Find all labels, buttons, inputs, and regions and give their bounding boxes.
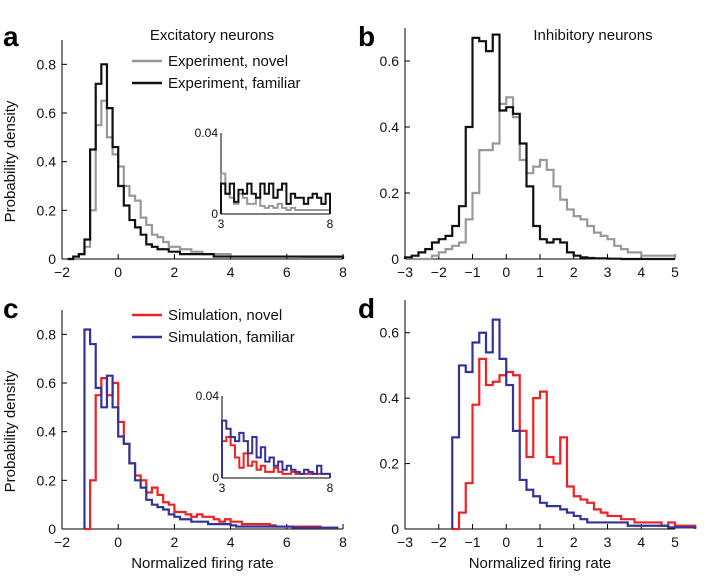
inset-x-tick-label: 8: [327, 217, 334, 231]
y-tick-label: 0: [48, 251, 56, 267]
panel-title: Excitatory neurons: [150, 27, 274, 44]
x-tick-label: −1: [465, 534, 481, 550]
x-tick-label: 4: [227, 264, 235, 280]
x-tick-label: 3: [604, 534, 612, 550]
y-tick-label: 0.6: [37, 105, 57, 121]
x-tick-label: 6: [283, 264, 291, 280]
inset-x-tick-label: 8: [327, 481, 334, 495]
series-line: [451, 318, 697, 529]
inset: 0 0.04 3 8: [195, 126, 334, 231]
series-line: [67, 99, 345, 261]
x-tick-label: 0: [114, 264, 122, 280]
y-tick-label: 0.2: [37, 202, 57, 218]
y-tick-label: 0.4: [37, 154, 57, 170]
series-line: [405, 96, 677, 261]
inset-series-line: [221, 419, 331, 478]
x-tick-label: −1: [465, 264, 481, 280]
panel-letter: c: [3, 293, 19, 324]
x-tick-label: 4: [637, 264, 645, 280]
x-tick-label: 4: [637, 534, 645, 550]
y-tick-label: 0.4: [380, 390, 400, 406]
inset-y-tick-label: 0.04: [196, 389, 220, 403]
x-tick-label: −2: [431, 264, 447, 280]
x-tick-label: 0: [502, 534, 510, 550]
x-tick-label: 2: [570, 264, 578, 280]
x-tick-label: −2: [54, 264, 70, 280]
legend-label: Experiment, novel: [168, 53, 288, 70]
y-tick-label: 0.6: [37, 375, 57, 391]
y-tick-label: 0.8: [37, 326, 57, 342]
panel-letter: b: [358, 21, 375, 52]
legend-label: Simulation, familiar: [168, 329, 295, 346]
y-tick-label: 0.4: [37, 424, 57, 440]
y-tick-label: 0: [391, 251, 399, 267]
x-tick-label: −3: [397, 264, 413, 280]
inset: 0 0.04 3 8: [196, 389, 334, 495]
series-line: [83, 328, 339, 529]
x-tick-label: −2: [54, 534, 70, 550]
y-axis-title: Probability density: [2, 370, 19, 492]
y-tick-label: 0.6: [380, 325, 400, 341]
legend-label: Experiment, familiar: [168, 75, 301, 92]
x-tick-label: 0: [114, 534, 122, 550]
y-tick-label: 0.2: [37, 472, 57, 488]
x-tick-label: 6: [283, 534, 291, 550]
series-line: [403, 33, 675, 261]
panel-b: b Inhibitory neurons 0 0.2 0.4 0.6 −3 −2 −1 0 1 2 3 4…: [358, 21, 679, 280]
y-tick-label: 0.2: [380, 456, 400, 472]
series-line: [452, 357, 697, 531]
y-axis-title: Probability density: [2, 100, 19, 222]
inset-series-line: [220, 182, 331, 214]
x-tick-label: −2: [431, 534, 447, 550]
panel-d: d 0 0.2 0.4 0.6 −3 −2 −1 0 1 2 3 4 5 Normalized firing…: [358, 293, 697, 572]
x-tick-label: 8: [339, 264, 347, 280]
x-tick-label: 8: [339, 534, 347, 550]
inset-series-line: [220, 172, 331, 214]
inset-y-tick-label: 0.04: [195, 126, 219, 140]
y-tick-label: 0.4: [380, 119, 400, 135]
x-tick-label: 3: [604, 264, 612, 280]
y-tick-label: 0: [391, 521, 399, 537]
panel-letter: d: [358, 293, 375, 324]
series-line: [67, 63, 345, 261]
x-tick-label: 4: [227, 534, 235, 550]
x-tick-label: 2: [171, 534, 179, 550]
inset-series-line: [221, 436, 331, 478]
inset-y-tick-label: 0: [211, 207, 218, 221]
y-tick-label: 0.6: [380, 53, 400, 69]
x-tick-label: 2: [570, 534, 578, 550]
x-tick-label: 5: [671, 264, 679, 280]
x-tick-label: 0: [502, 264, 510, 280]
panel-title: Inhibitory neurons: [533, 27, 652, 44]
x-tick-label: −3: [397, 534, 413, 550]
x-tick-label: 5: [671, 534, 679, 550]
inset-x-tick-label: 3: [218, 217, 225, 231]
y-tick-label: 0.8: [37, 56, 57, 72]
x-axis-title: Normalized firing rate: [469, 555, 612, 572]
x-axis-title: Normalized firing rate: [131, 555, 274, 572]
x-tick-label: 1: [536, 264, 544, 280]
legend-label: Simulation, novel: [168, 307, 282, 324]
inset-x-tick-label: 3: [219, 481, 226, 495]
panel-letter: a: [3, 21, 19, 52]
inset-y-tick-label: 0: [212, 471, 219, 485]
x-tick-label: 2: [171, 264, 179, 280]
y-tick-label: 0.2: [380, 185, 400, 201]
y-tick-label: 0: [48, 521, 56, 537]
x-tick-label: 1: [536, 534, 544, 550]
